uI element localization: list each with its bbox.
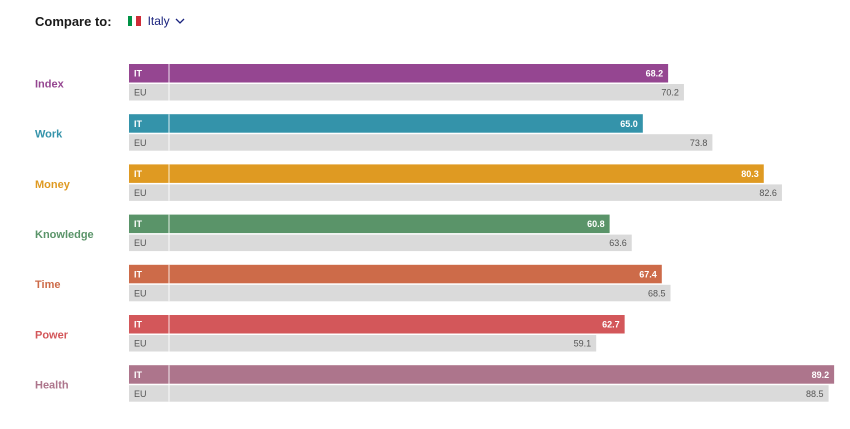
bar-eu-power [129,335,597,352]
value-label-eu-work: 73.8 [690,138,708,148]
country-dropdown[interactable]: Italy [127,14,185,28]
bar-code-eu-work: EU [134,138,147,148]
bar-it-health [129,365,835,384]
bar-code-it-health: IT [134,370,143,380]
value-label-it-time: 67.4 [639,269,657,279]
bar-code-it-index: IT [134,69,143,79]
category-label-health: Health [35,380,69,392]
bar-code-it-money: IT [134,169,143,179]
italy-flag-icon [127,16,141,26]
value-label-eu-health: 88.5 [806,389,824,399]
chevron-down-icon [175,18,185,24]
bar-code-it-work: IT [134,119,143,129]
bar-it-power [129,315,625,334]
value-label-eu-knowledge: 63.6 [609,238,627,248]
bar-code-eu-power: EU [134,339,147,349]
bar-it-time [129,264,662,284]
bar-eu-time [129,284,671,302]
bar-eu-knowledge [129,234,632,252]
compare-bar: Compare to: Italy [35,12,185,30]
value-label-eu-index: 70.2 [661,88,679,98]
value-label-it-work: 65.0 [620,119,638,129]
country-name: Italy [147,14,170,28]
value-label-it-knowledge: 60.8 [587,219,605,229]
bar-eu-health [129,385,829,402]
value-label-it-index: 68.2 [646,69,664,79]
bar-code-it-knowledge: IT [134,219,143,229]
value-label-eu-time: 68.5 [648,288,666,298]
value-label-it-health: 89.2 [812,370,830,380]
category-label-power: Power [35,329,69,341]
category-label-time: Time [35,279,60,291]
bar-it-knowledge [129,214,610,234]
bar-eu-money [129,184,782,201]
bar-code-eu-health: EU [134,389,147,399]
bar-code-it-power: IT [134,320,143,330]
value-label-it-power: 62.7 [602,320,620,330]
value-label-eu-power: 59.1 [574,339,592,349]
category-label-money: Money [35,179,71,191]
bar-code-eu-time: EU [134,288,147,298]
category-label-index: Index [35,78,65,90]
bar-code-eu-index: EU [134,88,147,98]
bar-it-work [129,114,643,133]
bar-code-eu-money: EU [134,188,147,198]
category-label-work: Work [35,129,63,141]
category-label-knowledge: Knowledge [35,229,94,241]
value-label-it-money: 80.3 [741,169,759,179]
bar-code-it-time: IT [134,269,143,279]
bar-code-eu-knowledge: EU [134,238,147,248]
bar-it-index [129,64,669,83]
bar-eu-work [129,134,713,151]
bar-eu-index [129,84,684,101]
bar-it-money [129,164,764,183]
compare-label: Compare to: [35,13,112,29]
value-label-eu-money: 82.6 [759,188,777,198]
